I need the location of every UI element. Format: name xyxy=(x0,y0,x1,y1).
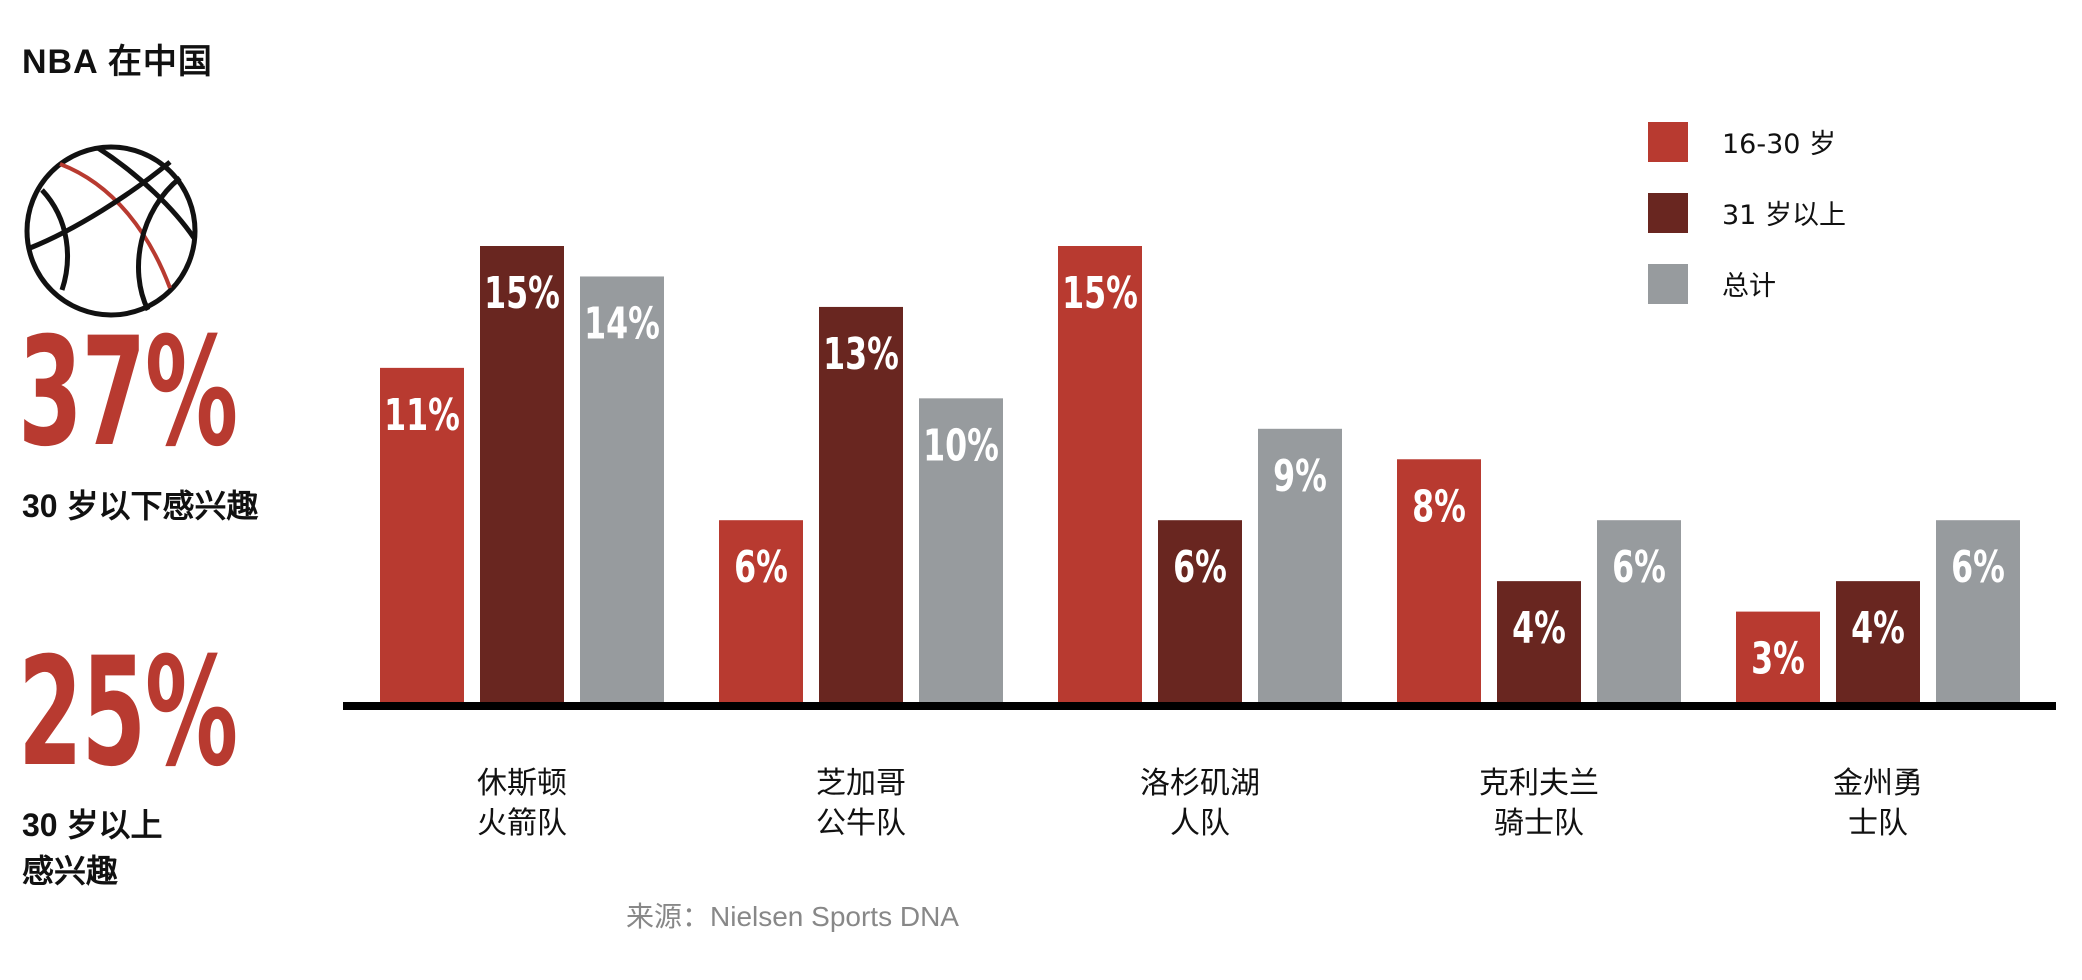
stat-over-30-caption: 30 岁以上 感兴趣 xyxy=(22,807,163,889)
bar-value-label: 9% xyxy=(1273,451,1327,503)
category-label: 洛杉矶湖 xyxy=(1140,766,1260,801)
bar-value-label: 3% xyxy=(1751,633,1805,685)
page-title: NBA 在中国 xyxy=(22,43,213,81)
category-label: 骑士队 xyxy=(1494,806,1584,841)
bar xyxy=(480,246,564,703)
legend-swatch xyxy=(1648,193,1688,233)
bar-value-label: 4% xyxy=(1851,603,1905,655)
bar xyxy=(1736,611,1820,703)
bar-value-label: 10% xyxy=(923,420,999,472)
bar xyxy=(1158,520,1242,703)
bar-value-label: 6% xyxy=(1612,542,1666,594)
bar xyxy=(1397,459,1481,703)
bar xyxy=(380,367,464,703)
basketball-icon xyxy=(24,144,198,318)
bar xyxy=(919,398,1003,703)
bar-value-label: 6% xyxy=(734,542,788,594)
category-label: 火箭队 xyxy=(477,806,567,841)
category-label: 休斯顿 xyxy=(477,766,567,801)
legend-swatch xyxy=(1648,122,1688,162)
legend-swatch xyxy=(1648,264,1688,304)
stat-under-30-value: 37% xyxy=(18,306,238,480)
category-label: 克利夫兰 xyxy=(1479,766,1599,801)
bar xyxy=(1836,581,1920,703)
bar xyxy=(1258,428,1342,703)
category-label: 芝加哥 xyxy=(816,766,906,801)
bar-value-label: 4% xyxy=(1512,603,1566,655)
legend-label: 16-30 岁 xyxy=(1722,129,1836,160)
bar xyxy=(1936,520,2020,703)
category-label: 公牛队 xyxy=(816,806,906,841)
bar-value-label: 8% xyxy=(1412,481,1466,533)
stat-under-30-caption: 30 岁以下感兴趣 xyxy=(22,488,259,524)
category-label: 金州勇 xyxy=(1833,766,1923,801)
bar xyxy=(819,306,903,703)
bar xyxy=(1597,520,1681,703)
bar-value-label: 6% xyxy=(1173,542,1227,594)
legend-label: 总计 xyxy=(1722,271,1776,302)
bar xyxy=(1058,246,1142,703)
bar-value-label: 15% xyxy=(484,268,560,320)
bar-value-label: 15% xyxy=(1062,268,1138,320)
stat-over-30-value: 25% xyxy=(18,626,238,800)
source-note: 来源：Nielsen Sports DNA xyxy=(626,901,959,932)
bar xyxy=(719,520,803,703)
bar-value-label: 11% xyxy=(384,390,460,442)
bar-value-label: 13% xyxy=(823,329,899,381)
category-label: 士队 xyxy=(1848,806,1908,841)
bar xyxy=(580,276,664,703)
category-label: 人队 xyxy=(1170,806,1230,841)
bar xyxy=(1497,581,1581,703)
bar-value-label: 14% xyxy=(584,298,660,350)
bar-value-label: 6% xyxy=(1951,542,2005,594)
legend-label: 31 岁以上 xyxy=(1722,200,1846,231)
